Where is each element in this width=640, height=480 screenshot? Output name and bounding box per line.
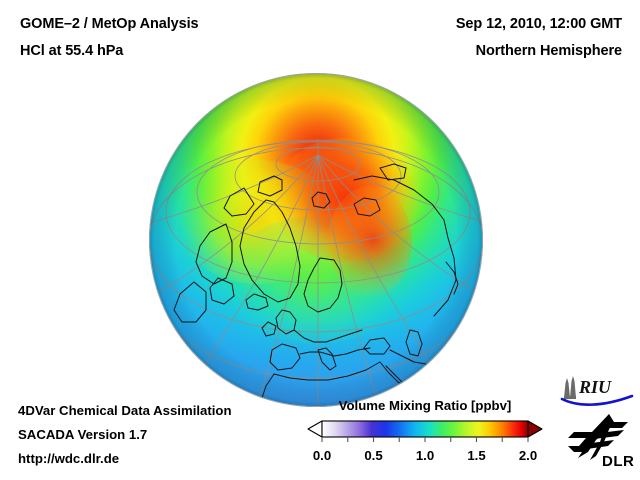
colorbar-ticks xyxy=(321,437,529,442)
footer-url[interactable]: http://wdc.dlr.de xyxy=(18,451,120,466)
riu-logo-graphic: RIU xyxy=(560,376,634,406)
riu-logo: RIU xyxy=(558,374,636,406)
observation-datetime: Sep 12, 2010, 12:00 GMT xyxy=(455,16,622,32)
dlr-logo-graphic: DLR xyxy=(568,414,634,470)
footer-version: SACADA Version 1.7 xyxy=(18,427,148,442)
colorbar-gradient-bar xyxy=(321,420,529,438)
page-title: GOME–2 / MetOp Analysis xyxy=(20,16,199,32)
colorbar-tick-label: 0.0 xyxy=(312,448,332,463)
colorbar-left-cap xyxy=(307,420,323,438)
riu-swoosh-icon xyxy=(560,394,634,406)
footer-method: 4DVar Chemical Data Assimilation xyxy=(18,403,232,418)
dlr-wordmark: DLR xyxy=(602,453,634,470)
colorbar: Volume Mixing Ratio [ppbv] 0.0 0.5 1.0 1.5 2… xyxy=(306,399,544,469)
dlr-mark-icon xyxy=(568,414,628,460)
colorbar-tick-label: 0.5 xyxy=(364,448,383,463)
page-subtitle: HCl at 55.4 hPa xyxy=(20,43,124,59)
globe-canvas xyxy=(149,73,483,407)
riu-wordmark: RIU xyxy=(578,377,612,397)
colorbar-tick-labels: 0.0 0.5 1.0 1.5 2.0 xyxy=(306,449,544,467)
globe-outline xyxy=(149,73,483,407)
colorbar-right-cap xyxy=(527,420,543,438)
region-label: Northern Hemisphere xyxy=(475,43,622,59)
dlr-logo: DLR xyxy=(566,412,636,470)
globe-limb-shading xyxy=(149,73,483,407)
colorbar-tick-label: 2.0 xyxy=(518,448,538,463)
cathedral-towers-icon xyxy=(564,376,576,399)
colorbar-tick-label: 1.5 xyxy=(467,448,486,463)
globe-map xyxy=(148,72,484,408)
colorbar-tick-label: 1.0 xyxy=(415,448,435,463)
colorbar-title: Volume Mixing Ratio [ppbv] xyxy=(338,398,512,413)
colorbar-scale xyxy=(307,420,543,442)
